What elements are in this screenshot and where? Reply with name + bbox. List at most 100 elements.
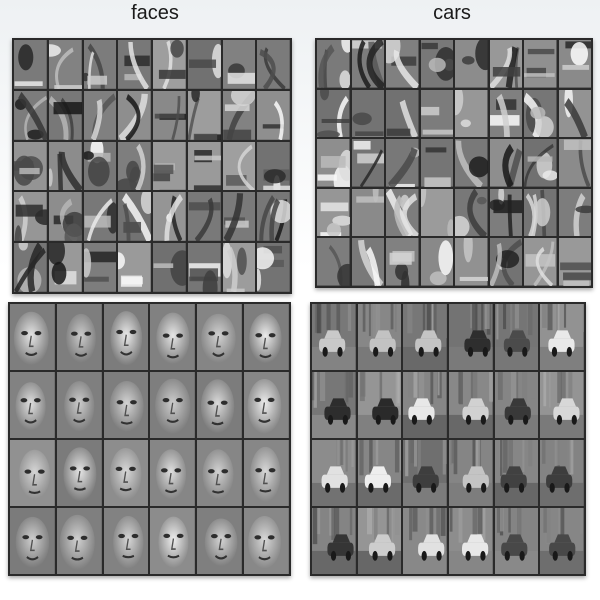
car-feature-tile	[403, 304, 447, 370]
feature-tile	[420, 89, 453, 138]
feature-tile	[455, 89, 488, 138]
face-feature-tile	[10, 304, 55, 370]
car-feature-tile	[312, 440, 356, 506]
feature-tile	[317, 238, 350, 286]
face-feature-tile	[244, 304, 289, 370]
face-feature-tile	[103, 508, 149, 574]
feature-tile	[48, 141, 82, 191]
feature-tile	[489, 89, 522, 138]
car-feature-tile	[494, 304, 539, 370]
feature-tile	[48, 192, 82, 242]
feature-tile	[222, 192, 256, 242]
face-feature-tile	[56, 372, 102, 438]
feature-tile	[386, 89, 419, 138]
car-feature-tile	[357, 304, 402, 370]
feature-tile	[558, 238, 591, 286]
cars-part-features-grid	[315, 38, 593, 288]
feature-tile	[524, 238, 557, 286]
feature-tile	[420, 238, 453, 286]
car-feature-tile	[357, 372, 402, 438]
car-feature-tile	[403, 508, 447, 574]
feature-tile	[187, 243, 221, 292]
feature-tile	[257, 141, 290, 191]
car-feature-tile	[312, 508, 356, 574]
feature-tile	[14, 90, 47, 140]
feature-tile	[317, 188, 350, 237]
feature-tile	[524, 89, 557, 138]
face-feature-tile	[10, 508, 55, 574]
feature-tile	[83, 192, 117, 242]
feature-tile	[48, 243, 82, 292]
feature-tile	[455, 238, 488, 286]
feature-tile	[386, 139, 419, 187]
feature-tile	[257, 192, 290, 242]
feature-tile	[14, 40, 47, 89]
feature-tile	[222, 141, 256, 191]
car-feature-tile	[403, 440, 447, 506]
faces-label: faces	[131, 2, 179, 24]
car-feature-tile	[540, 304, 584, 370]
face-feature-tile	[103, 372, 149, 438]
face-feature-tile	[197, 508, 243, 574]
feature-tile	[455, 40, 488, 88]
feature-tile	[420, 40, 453, 88]
feature-tile	[386, 40, 419, 88]
car-feature-tile	[540, 440, 584, 506]
car-feature-tile	[449, 440, 493, 506]
feature-tile	[83, 40, 117, 89]
feature-tile	[83, 141, 117, 191]
feature-tile	[317, 139, 350, 187]
face-feature-tile	[103, 440, 149, 506]
feature-tile	[420, 188, 453, 237]
feature-tile	[524, 139, 557, 187]
face-feature-tile	[10, 440, 55, 506]
car-feature-tile	[540, 372, 584, 438]
face-feature-tile	[197, 304, 243, 370]
feature-tile	[317, 89, 350, 138]
feature-tile	[558, 89, 591, 138]
car-feature-tile	[449, 304, 493, 370]
feature-tile	[489, 40, 522, 88]
face-feature-tile	[244, 440, 289, 506]
feature-tile	[351, 40, 384, 88]
feature-tile	[524, 40, 557, 88]
feature-tile	[118, 243, 151, 292]
feature-tile	[153, 192, 186, 242]
feature-tile	[14, 243, 47, 292]
faces-object-features-grid	[8, 302, 291, 576]
feature-tile	[420, 139, 453, 187]
feature-tile	[187, 40, 221, 89]
face-feature-tile	[150, 440, 196, 506]
feature-tile	[489, 188, 522, 237]
car-feature-tile	[449, 508, 493, 574]
face-feature-tile	[103, 304, 149, 370]
feature-tile	[558, 139, 591, 187]
feature-tile	[257, 90, 290, 140]
cars-object-features-grid	[310, 302, 586, 576]
car-feature-tile	[357, 508, 402, 574]
feature-tile	[14, 141, 47, 191]
feature-tile	[257, 243, 290, 292]
face-feature-tile	[56, 304, 102, 370]
car-feature-tile	[312, 372, 356, 438]
feature-tile	[153, 40, 186, 89]
feature-tile	[351, 139, 384, 187]
feature-tile	[222, 40, 256, 89]
feature-tile	[187, 192, 221, 242]
car-feature-tile	[403, 372, 447, 438]
car-feature-tile	[494, 372, 539, 438]
face-feature-tile	[56, 440, 102, 506]
feature-tile	[455, 188, 488, 237]
cars-label: cars	[433, 2, 471, 24]
face-feature-tile	[244, 508, 289, 574]
face-feature-tile	[197, 372, 243, 438]
feature-tile	[351, 188, 384, 237]
feature-tile	[351, 238, 384, 286]
feature-tile	[187, 141, 221, 191]
feature-tile	[489, 139, 522, 187]
face-feature-tile	[150, 304, 196, 370]
feature-tile	[118, 40, 151, 89]
feature-tile	[187, 90, 221, 140]
feature-tile	[257, 40, 290, 89]
face-feature-tile	[10, 372, 55, 438]
